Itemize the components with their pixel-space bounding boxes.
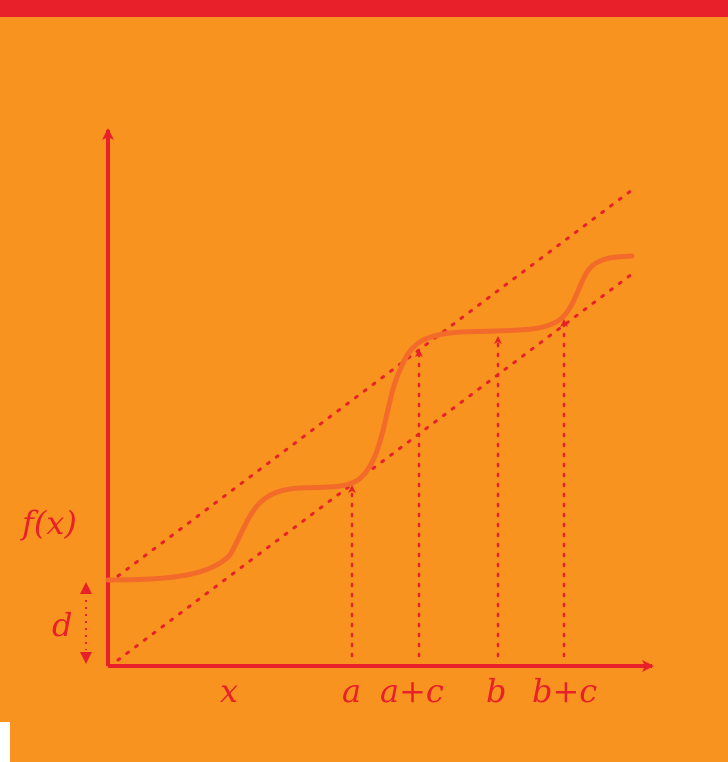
function-curve [105, 253, 635, 583]
top-bar [0, 0, 728, 17]
lower-dotted-line [116, 272, 634, 662]
y-axis-label: f(x) [20, 504, 77, 542]
x-variable-label: x [220, 672, 238, 710]
offset-d-arrow-top [80, 582, 92, 594]
offset-d-arrow-bottom [80, 652, 92, 664]
tick-label-b-plus-c: b+c [532, 672, 597, 710]
offset-label: d [52, 606, 72, 644]
tick-label-b: b [486, 672, 506, 710]
upper-dotted-line [116, 188, 634, 578]
tick-label-a-plus-c: a+c [380, 672, 444, 710]
tick-label-a: a [342, 672, 361, 710]
bottom-left-notch [0, 722, 10, 762]
